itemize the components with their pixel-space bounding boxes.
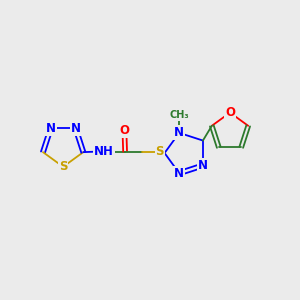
Text: N: N bbox=[198, 159, 208, 172]
Text: S: S bbox=[156, 145, 164, 158]
Text: O: O bbox=[225, 106, 235, 119]
Text: N: N bbox=[70, 122, 81, 135]
Text: O: O bbox=[119, 124, 130, 137]
Text: N: N bbox=[46, 122, 56, 135]
Text: S: S bbox=[59, 160, 68, 173]
Text: N: N bbox=[174, 167, 184, 180]
Text: CH₃: CH₃ bbox=[169, 110, 189, 121]
Text: N: N bbox=[174, 126, 184, 140]
Text: NH: NH bbox=[94, 145, 114, 158]
